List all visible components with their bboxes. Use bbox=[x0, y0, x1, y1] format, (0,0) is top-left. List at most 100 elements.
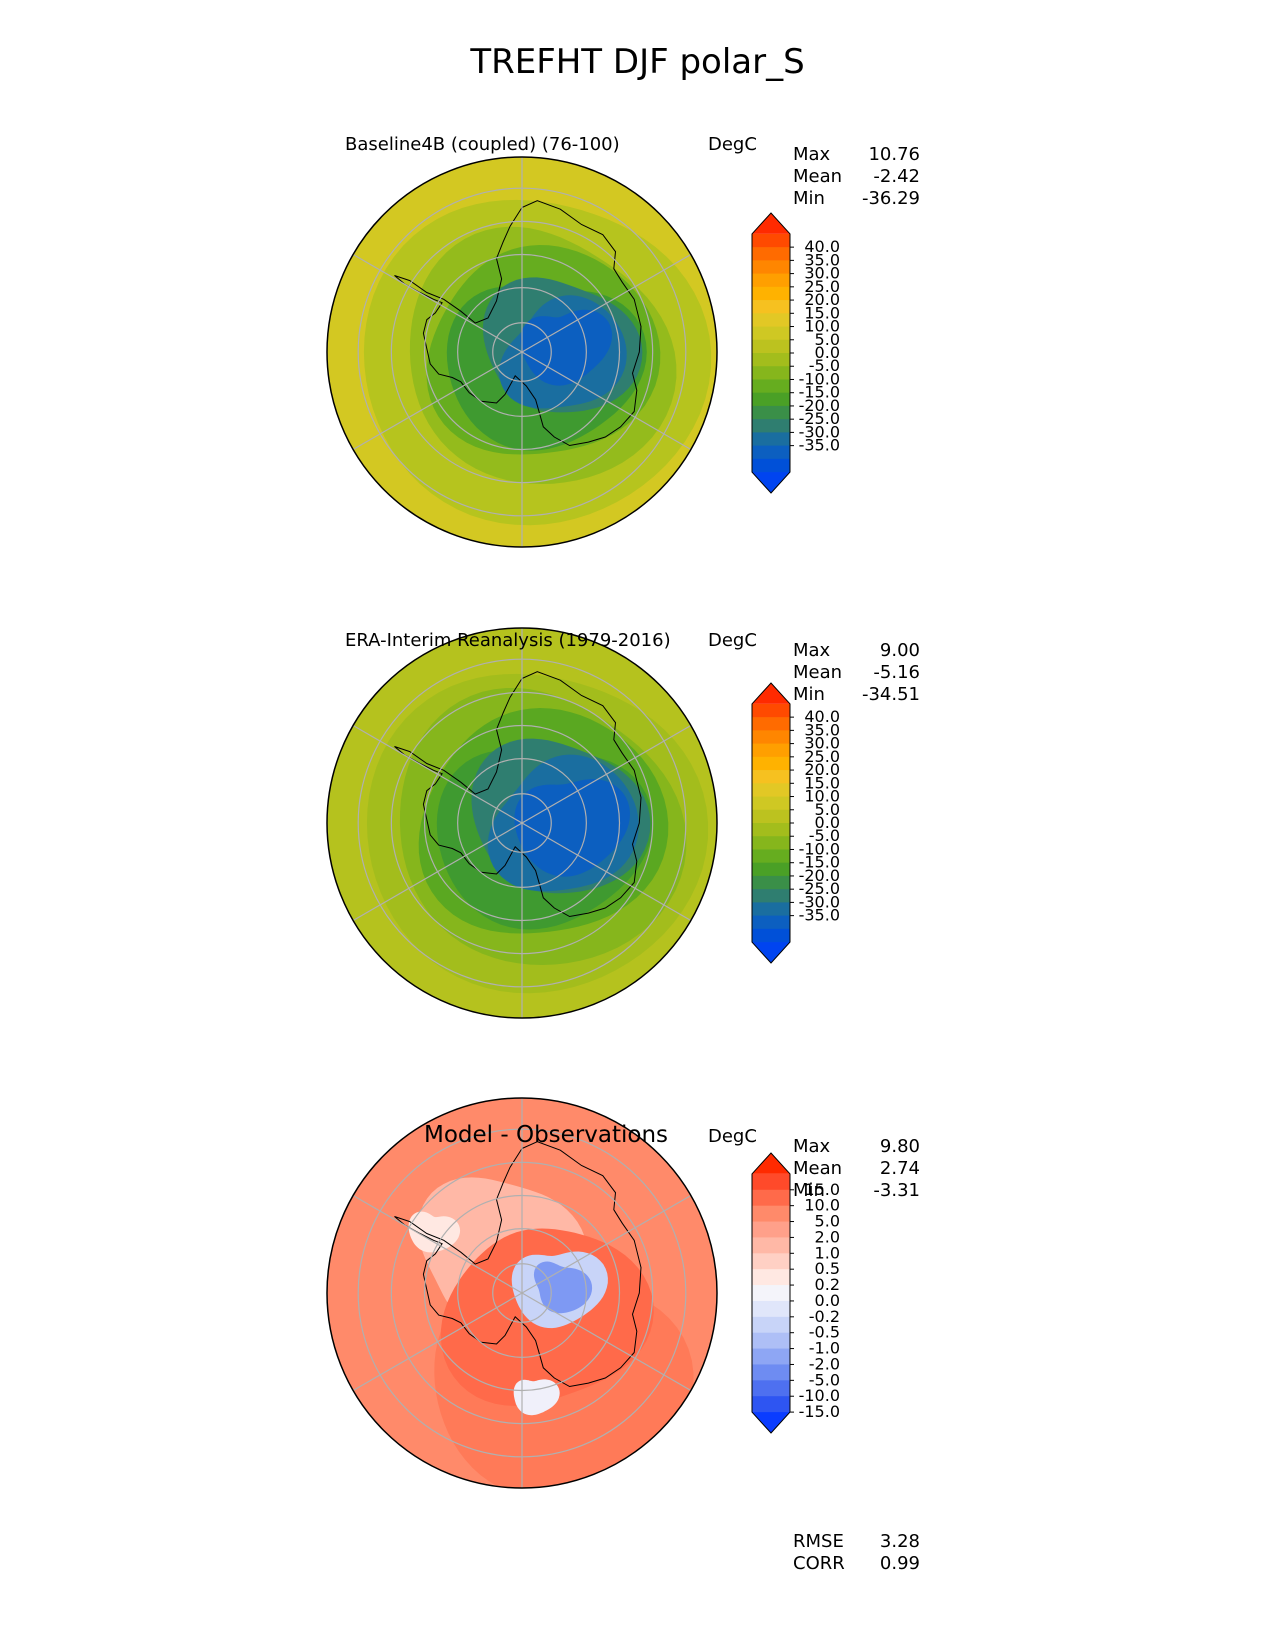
panel-3-colorbar-bin-12 bbox=[752, 1348, 790, 1366]
panel-1-stat-min-value: -36.29 bbox=[861, 188, 920, 209]
panel-1-colorbar-tick-16: -35.0 bbox=[799, 436, 840, 455]
panel-2-colorbar: 40.035.030.025.020.015.010.05.00.0-5.0-1… bbox=[751, 682, 840, 964]
panel-1-colorbar-bin-11 bbox=[752, 366, 790, 381]
panel-1-colorbar-bin-18 bbox=[752, 458, 790, 473]
panel-3-colorbar-bin-6 bbox=[752, 1253, 790, 1270]
panel-1-colorbar-bin-8 bbox=[752, 326, 790, 341]
panel-2-colorbar-tick-11: -10.0 bbox=[799, 839, 840, 858]
panel-1-colorbar-tick-4: 25.0 bbox=[804, 277, 840, 296]
panel-3-stat-max-label: Max bbox=[793, 1136, 831, 1157]
panel-1-colorbar-tick-9: 0.0 bbox=[815, 343, 840, 362]
panel-3-colorbar-tick-2: 10.0 bbox=[804, 1196, 840, 1215]
panel-3-colorbar-extend-bottom bbox=[752, 1412, 790, 1433]
panel-1-colorbar-bin-10 bbox=[752, 353, 790, 367]
panel-3-stat-mean-value: 2.74 bbox=[879, 1158, 920, 1179]
panel-2-stat-max-value: 9.00 bbox=[879, 640, 920, 661]
panel-2-colorbar-bin-1 bbox=[752, 703, 790, 718]
panel-2-map bbox=[326, 627, 718, 1019]
panel-2-colorbar-bin-2 bbox=[752, 717, 790, 731]
panel-1-title: Baseline4B (coupled) (76-100) bbox=[345, 134, 620, 155]
panel-2-colorbar-bin-11 bbox=[752, 836, 790, 851]
panel-2-colorbar-tick-16: -35.0 bbox=[799, 906, 840, 925]
panel-1-colorbar-bin-16 bbox=[752, 432, 790, 447]
panel-3-meridian-2 bbox=[521, 1194, 692, 1294]
panel-2-colorbar-bin-5 bbox=[752, 756, 790, 771]
panel-2-colorbar-bin-14 bbox=[752, 875, 790, 890]
panel-2-colorbar-tick-3: 30.0 bbox=[804, 734, 840, 753]
panel-1-colorbar: 40.035.030.025.020.015.010.05.00.0-5.0-1… bbox=[751, 212, 840, 494]
panel-3-stat-max-value: 9.80 bbox=[879, 1136, 920, 1157]
panel-2-gridlines bbox=[352, 628, 692, 1018]
panel-2-colorbar-tick-2: 35.0 bbox=[804, 720, 840, 739]
panel-3-colorbar-tick-8: 0.0 bbox=[815, 1291, 840, 1310]
panel-3-colorbar-tick-6: 0.5 bbox=[815, 1259, 840, 1278]
panel-3-colorbar-tick-13: -5.0 bbox=[809, 1370, 840, 1389]
panel-2-meridian-2 bbox=[521, 724, 692, 824]
panel-1-colorbar-bin-9 bbox=[752, 339, 790, 354]
panel-1-colorbar-tick-10: -5.0 bbox=[809, 356, 840, 375]
panel-2-colorbar-bin-12 bbox=[752, 849, 790, 864]
panel-1-meridian-3 bbox=[521, 351, 692, 451]
panel-2-stat-min-label: Min bbox=[793, 684, 825, 705]
panel-2-colorbar-bin-8 bbox=[752, 796, 790, 811]
panel-1-stat-min-label: Min bbox=[793, 188, 825, 209]
panel-2-stat-mean-value: -5.16 bbox=[873, 662, 920, 683]
panel-2-colorbar-tick-10: -5.0 bbox=[809, 826, 840, 845]
panel-1-units: DegC bbox=[708, 134, 757, 155]
panel-2-colorbar-bin-16 bbox=[752, 902, 790, 917]
panel-3-corr-value: 0.99 bbox=[879, 1553, 920, 1574]
panel-3-colorbar-tick-11: -1.0 bbox=[809, 1339, 840, 1358]
panel-3-meridian-3 bbox=[521, 1292, 692, 1392]
panel-1-field bbox=[327, 157, 717, 547]
panel-2-colorbar-tick-1: 40.0 bbox=[804, 707, 840, 726]
panel-1-colorbar-bin-13 bbox=[752, 392, 790, 407]
panel-1-colorbar-tick-12: -15.0 bbox=[799, 383, 840, 402]
panel-1-stat-max-value: 10.76 bbox=[868, 144, 920, 165]
panel-2-colorbar-tick-12: -15.0 bbox=[799, 853, 840, 872]
panel-3-meridian-6 bbox=[352, 1194, 523, 1294]
panel-2-units: DegC bbox=[708, 630, 757, 651]
panel-3-colorbar-bin-2 bbox=[752, 1189, 790, 1207]
panel-2-colorbar-bin-10 bbox=[752, 823, 790, 837]
panel-2-stat-mean-label: Mean bbox=[793, 662, 843, 683]
panel-2-colorbar-bin-18 bbox=[752, 928, 790, 943]
panel-3-colorbar-tick-3: 5.0 bbox=[815, 1212, 840, 1231]
panel-1-colorbar-bin-5 bbox=[752, 286, 790, 301]
panel-3-gridlines bbox=[352, 1098, 692, 1488]
panel-3-map-border bbox=[326, 1097, 718, 1489]
panel-1-colorbar-outline bbox=[751, 212, 791, 494]
panel-1-colorbar-bin-15 bbox=[752, 419, 790, 433]
panel-3-colorbar-bin-5 bbox=[752, 1237, 790, 1254]
panel-3-colorbar-tick-4: 2.0 bbox=[815, 1227, 840, 1246]
panel-1-colorbar-tick-11: -10.0 bbox=[799, 369, 840, 388]
panel-2-colorbar-tick-5: 20.0 bbox=[804, 760, 840, 779]
panel-1-colorbar-tick-2: 35.0 bbox=[804, 250, 840, 269]
panel-3-stat-min-value: -3.31 bbox=[873, 1180, 920, 1201]
panel-3-colorbar-bin-15 bbox=[752, 1396, 790, 1413]
panel-1-colorbar-bin-2 bbox=[752, 247, 790, 261]
panel-3-colorbar-tick-12: -2.0 bbox=[809, 1354, 840, 1373]
panel-2-colorbar-bin-17 bbox=[752, 915, 790, 930]
panel-1-colorbar-bin-14 bbox=[752, 405, 790, 420]
panel-2-colorbar-bin-15 bbox=[752, 889, 790, 903]
panel-2-colorbar-tick-9: 0.0 bbox=[815, 813, 840, 832]
panel-2-meridian-5 bbox=[352, 822, 523, 922]
panel-3-rmse-value: 3.28 bbox=[879, 1531, 920, 1552]
panel-2-colorbar-extend-bottom bbox=[752, 942, 790, 963]
panel-3-colorbar-tick-9: -0.2 bbox=[809, 1307, 840, 1326]
panel-2-colorbar-bin-9 bbox=[752, 809, 790, 824]
panel-1-colorbar-tick-8: 5.0 bbox=[815, 330, 840, 349]
panel-3-colorbar-bin-1 bbox=[752, 1173, 790, 1191]
panel-2-colorbar-tick-6: 15.0 bbox=[804, 773, 840, 792]
figure-title: TREFHT DJF polar_S bbox=[470, 42, 805, 82]
panel-1-stat-mean-label: Mean bbox=[793, 166, 843, 187]
panel-2-meridian-6 bbox=[352, 724, 523, 824]
panel-2-colorbar-tick-8: 5.0 bbox=[815, 800, 840, 819]
panel-3-colorbar-tick-1: 15.0 bbox=[804, 1180, 840, 1199]
panel-1-colorbar-tick-7: 10.0 bbox=[804, 317, 840, 336]
panel-3-units: DegC bbox=[708, 1126, 757, 1147]
panel-2-meridian-3 bbox=[521, 822, 692, 922]
panel-1-colorbar-tick-14: -25.0 bbox=[799, 409, 840, 428]
panel-3-contour-7 bbox=[513, 1379, 560, 1416]
